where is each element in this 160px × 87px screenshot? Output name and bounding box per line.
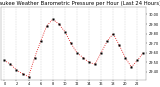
Title: Milwaukee Weather Barometric Pressure per Hour (Last 24 Hours): Milwaukee Weather Barometric Pressure pe… xyxy=(0,1,160,6)
